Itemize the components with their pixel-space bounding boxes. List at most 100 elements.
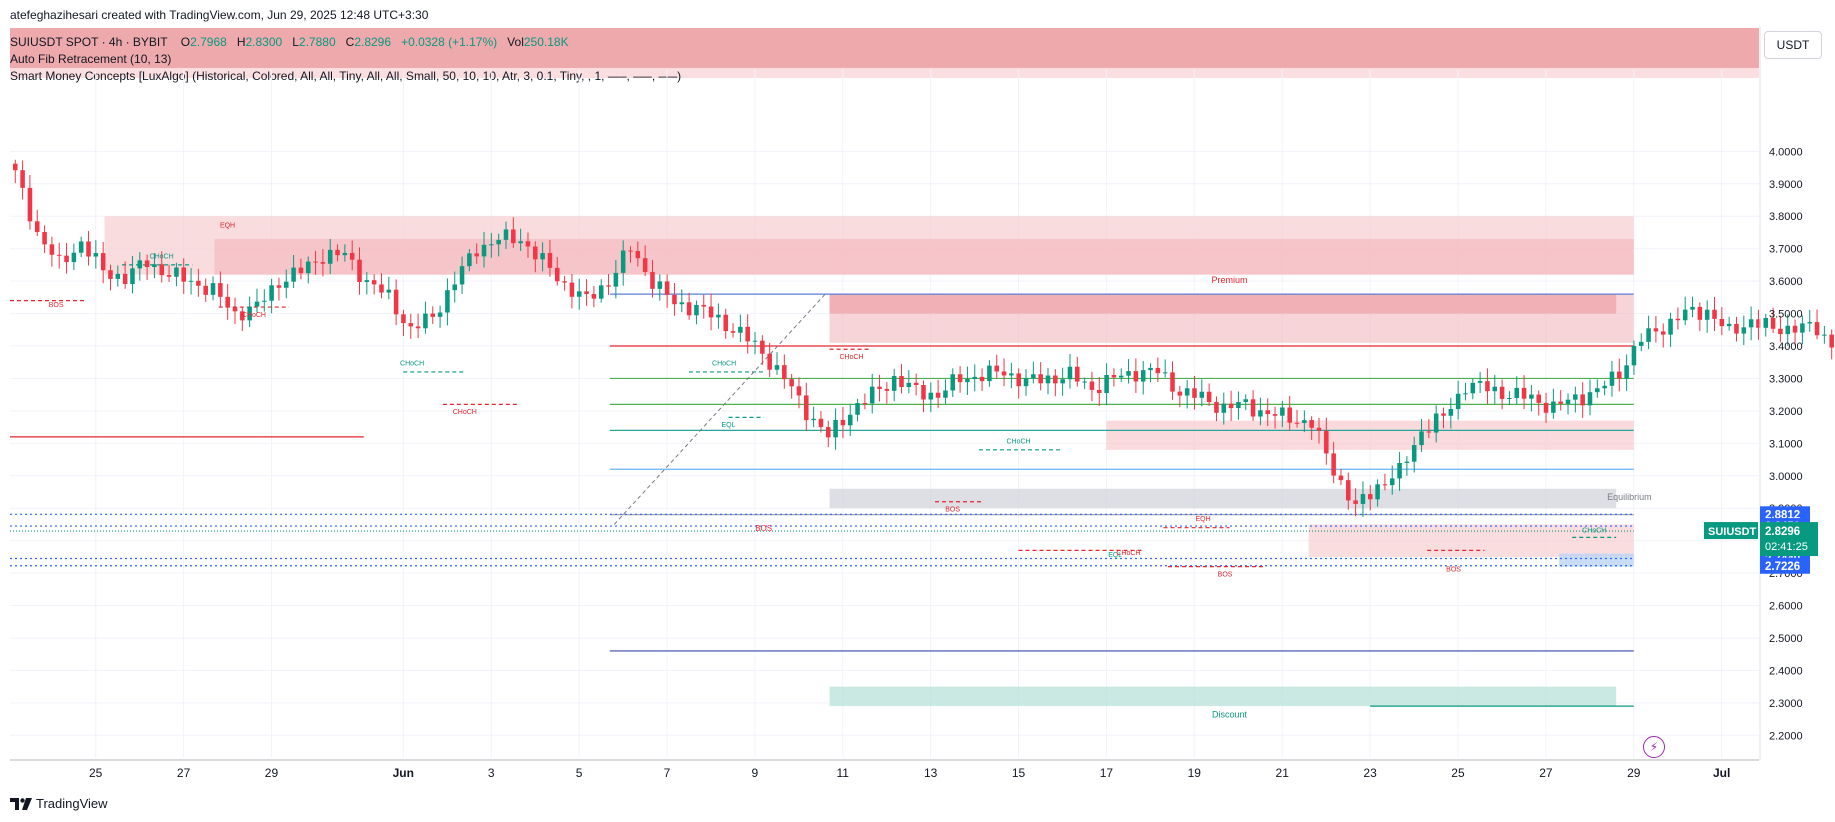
low-label: L xyxy=(292,35,299,49)
last-price-box xyxy=(1760,522,1818,557)
candle-down xyxy=(1829,334,1834,348)
candle-down xyxy=(49,244,55,255)
candle-up xyxy=(423,313,428,329)
candle-up xyxy=(855,403,860,415)
candle-up xyxy=(1624,365,1629,379)
candle-down xyxy=(760,340,765,354)
candle-down xyxy=(1697,306,1703,320)
currency-button[interactable]: USDT xyxy=(1764,31,1822,59)
candle-down xyxy=(547,253,553,268)
candle-down xyxy=(1192,388,1197,398)
candle-down xyxy=(1426,431,1432,433)
candle-up xyxy=(1126,371,1131,376)
candle-down xyxy=(1038,374,1043,384)
time-tick-label: 23 xyxy=(1363,766,1377,780)
candle-up xyxy=(115,273,121,279)
time-tick-label: 29 xyxy=(265,766,279,780)
candle-up xyxy=(1411,445,1417,462)
time-tick-label: 17 xyxy=(1100,766,1114,780)
candle-down xyxy=(1653,328,1659,332)
candle-up xyxy=(598,285,604,299)
candle-up xyxy=(987,365,992,382)
low-value: 2.7880 xyxy=(298,35,336,49)
candle-up xyxy=(1690,306,1695,310)
candle-up xyxy=(1023,378,1029,387)
candle-down xyxy=(232,307,238,312)
premium-supply-zone-core xyxy=(214,238,1634,275)
candle-down xyxy=(1177,391,1183,396)
candle-down xyxy=(1675,318,1681,321)
candle-down xyxy=(796,386,802,396)
candle-up xyxy=(93,253,99,257)
candle-up xyxy=(1682,309,1688,321)
candle-down xyxy=(1719,318,1725,327)
candle-up xyxy=(1404,461,1410,463)
time-tick-label: Jul xyxy=(1713,766,1730,780)
candle-down xyxy=(159,264,165,276)
candle-down xyxy=(730,331,736,333)
time-tick-label: 5 xyxy=(576,766,583,780)
candle-up xyxy=(1236,401,1241,409)
price-label-box xyxy=(1760,550,1810,567)
candle-down xyxy=(1558,401,1563,404)
candle-up xyxy=(489,244,494,246)
candle-down xyxy=(1287,407,1292,423)
tradingview-logo-icon xyxy=(10,797,32,810)
alert-bolt-icon[interactable]: ⚡ xyxy=(1643,736,1665,758)
eql-label-2: EQL xyxy=(1108,552,1122,559)
candle-down xyxy=(430,313,436,317)
candle-up xyxy=(152,264,157,268)
candle-down xyxy=(1367,494,1373,500)
choch-label-4: CHoCH xyxy=(453,409,477,416)
price-tick-label: 3.1000 xyxy=(1769,438,1803,450)
price-label: 2.7226 xyxy=(1765,561,1800,573)
candle-down xyxy=(562,281,567,283)
choch-label-9: CHoCH xyxy=(1582,528,1606,535)
time-tick-label: 3 xyxy=(488,766,495,780)
candle-down xyxy=(664,281,670,295)
candle-up xyxy=(496,239,501,245)
time-tick-label: 25 xyxy=(1451,766,1465,780)
candle-up xyxy=(1463,393,1468,395)
bos-label-4: BOS xyxy=(1446,566,1461,573)
candle-down xyxy=(1228,403,1234,409)
order-block-supply-1 xyxy=(829,294,1617,314)
candle-down xyxy=(686,302,692,316)
candle-up xyxy=(657,281,663,289)
candle-up xyxy=(928,392,934,400)
candle-up xyxy=(1668,318,1673,335)
candle-up xyxy=(1741,327,1747,334)
candle-up xyxy=(71,252,77,263)
candle-down xyxy=(1265,410,1270,415)
candle-up xyxy=(1060,379,1065,384)
indicator-smc-legend[interactable]: Smart Money Concepts [LuxAlgo] (Historic… xyxy=(10,69,682,83)
candle-down xyxy=(240,311,245,321)
candle-up xyxy=(1140,370,1146,382)
candle-down xyxy=(1096,389,1102,394)
high-value: 2.8300 xyxy=(245,35,283,49)
candle-up xyxy=(262,300,267,302)
equilibrium-label: Equilibrium xyxy=(1607,492,1652,502)
candle-down xyxy=(166,275,172,277)
candle-up xyxy=(620,250,626,273)
candle-up xyxy=(284,281,289,288)
candle-up xyxy=(247,306,252,321)
open-value: 2.7968 xyxy=(190,35,227,49)
price-label: 2.8450 xyxy=(1765,521,1800,533)
indicator-fib-legend[interactable]: Auto Fib Retracement (10, 13) xyxy=(10,52,172,66)
candle-up xyxy=(1807,322,1812,324)
candle-up xyxy=(1199,391,1205,398)
candle-down xyxy=(1382,484,1388,486)
close-label: C xyxy=(345,35,355,49)
symbol-legend[interactable]: SUIUSDT SPOT · 4h · BYBIT O2.7968 H2.830… xyxy=(10,35,569,49)
candle-down xyxy=(225,296,230,308)
candle-down xyxy=(913,382,919,386)
candle-up xyxy=(950,374,956,391)
tradingview-logo[interactable]: TradingView xyxy=(10,796,108,811)
price-tick-label: 3.8000 xyxy=(1769,211,1803,223)
candle-down xyxy=(1001,371,1007,376)
candle-down xyxy=(650,271,655,289)
candle-down xyxy=(818,418,824,428)
candle-down xyxy=(401,314,406,324)
